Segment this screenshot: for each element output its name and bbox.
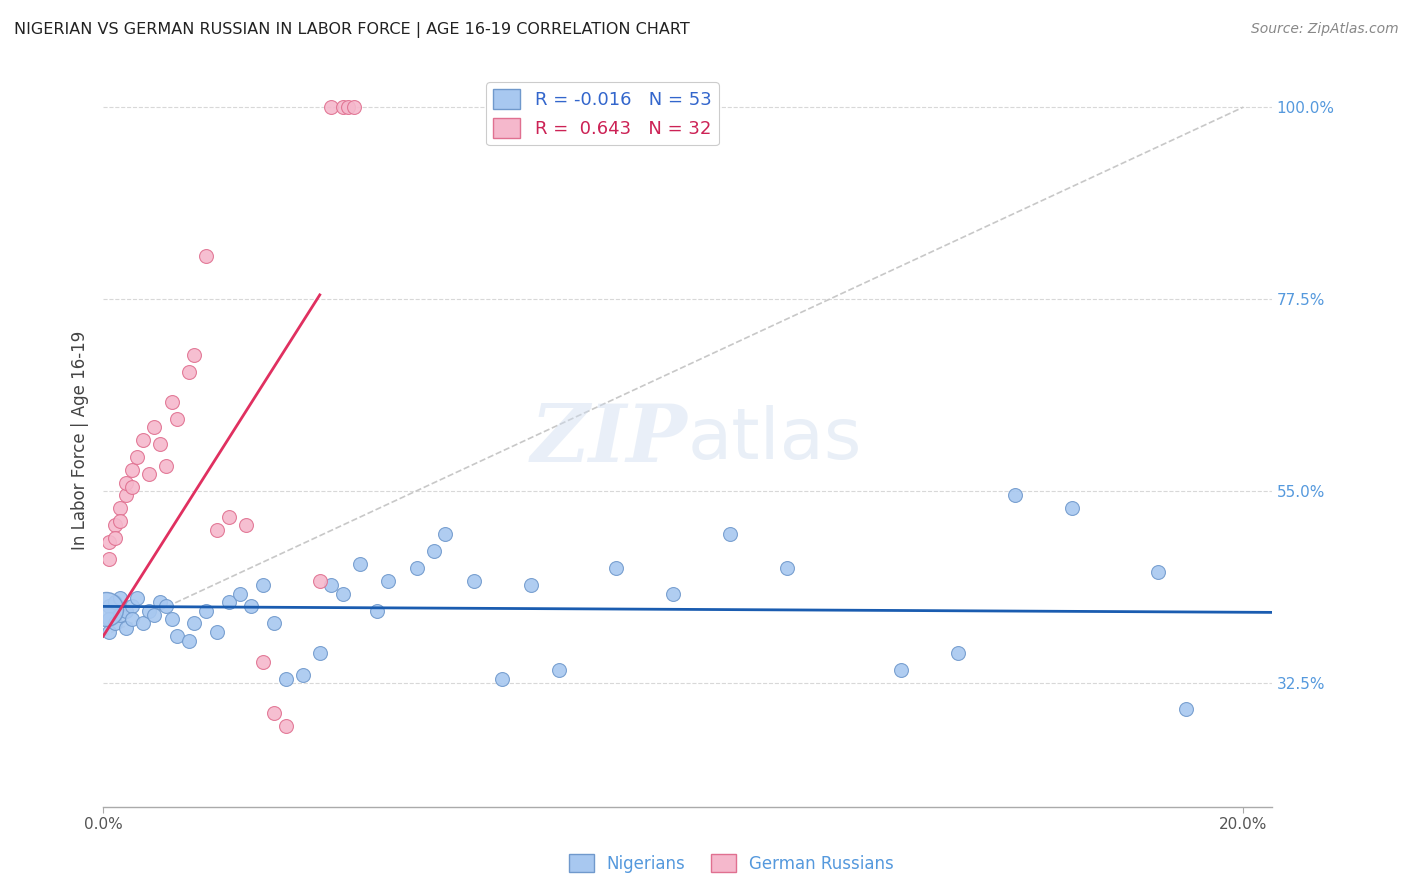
Point [166, 629, 188, 643]
Point [160, 612, 183, 626]
Point [149, 437, 172, 451]
Point [115, 621, 138, 635]
Point [166, 411, 188, 425]
Point [127, 450, 149, 464]
Point [605, 561, 627, 575]
Point [405, 561, 427, 575]
Point [1175, 702, 1198, 716]
Point [423, 544, 446, 558]
Text: Source: ZipAtlas.com: Source: ZipAtlas.com [1251, 22, 1399, 37]
Point [127, 591, 149, 605]
Point [110, 514, 132, 528]
Legend: Nigerians, German Russians: Nigerians, German Russians [562, 847, 900, 880]
Point [332, 100, 354, 114]
Point [121, 612, 143, 626]
Point [103, 518, 125, 533]
Point [121, 480, 143, 494]
Point [776, 561, 799, 575]
Point [110, 607, 132, 622]
Point [1004, 488, 1026, 502]
Point [308, 574, 330, 588]
Point [548, 664, 571, 678]
Point [252, 655, 274, 669]
Point [948, 646, 970, 660]
Point [183, 616, 205, 631]
Point [291, 667, 314, 681]
Point [132, 433, 155, 447]
Point [218, 595, 240, 609]
Point [321, 100, 343, 114]
Point [377, 574, 399, 588]
Point [718, 527, 741, 541]
Point [491, 672, 513, 686]
Point [229, 586, 252, 600]
Point [235, 518, 257, 533]
Point [349, 557, 371, 571]
Text: NIGERIAN VS GERMAN RUSSIAN IN LABOR FORCE | AGE 16-19 CORRELATION CHART: NIGERIAN VS GERMAN RUSSIAN IN LABOR FORC… [14, 22, 690, 38]
Point [1062, 501, 1084, 516]
Point [205, 625, 228, 640]
Text: atlas: atlas [688, 406, 862, 475]
Point [263, 616, 285, 631]
Point [160, 394, 183, 409]
Point [138, 604, 160, 618]
Point [183, 348, 205, 362]
Point [115, 604, 138, 618]
Point [463, 574, 485, 588]
Point [321, 578, 343, 592]
Point [103, 595, 125, 609]
Y-axis label: In Labor Force | Age 16-19: In Labor Force | Age 16-19 [72, 330, 89, 549]
Point [155, 599, 177, 614]
Point [343, 100, 366, 114]
Point [205, 523, 228, 537]
Point [110, 591, 132, 605]
Point [434, 527, 457, 541]
Point [97, 612, 120, 626]
Point [194, 250, 217, 264]
Point [97, 552, 120, 566]
Point [143, 420, 166, 434]
Point [103, 616, 125, 631]
Point [1147, 566, 1170, 580]
Point [97, 599, 120, 614]
Point [97, 535, 120, 549]
Point [103, 531, 125, 545]
Point [138, 467, 160, 482]
Point [155, 458, 177, 473]
Point [240, 599, 263, 614]
Point [662, 586, 685, 600]
Point [218, 509, 240, 524]
Point [274, 719, 297, 733]
Point [97, 625, 120, 640]
Point [263, 706, 285, 720]
Point [143, 607, 166, 622]
Point [121, 599, 143, 614]
Point [121, 463, 143, 477]
Point [274, 672, 297, 686]
Point [308, 646, 330, 660]
Point [252, 578, 274, 592]
Point [115, 488, 138, 502]
Point [94, 602, 117, 616]
Point [194, 604, 217, 618]
Point [177, 365, 200, 379]
Point [519, 578, 541, 592]
Point [366, 604, 388, 618]
Point [337, 100, 360, 114]
Point [149, 595, 172, 609]
Point [132, 616, 155, 631]
Point [890, 664, 912, 678]
Point [332, 586, 354, 600]
Point [110, 501, 132, 516]
Text: ZIP: ZIP [530, 401, 688, 479]
Point [115, 475, 138, 490]
Legend: R = -0.016   N = 53, R =  0.643   N = 32: R = -0.016 N = 53, R = 0.643 N = 32 [486, 82, 718, 145]
Point [177, 633, 200, 648]
